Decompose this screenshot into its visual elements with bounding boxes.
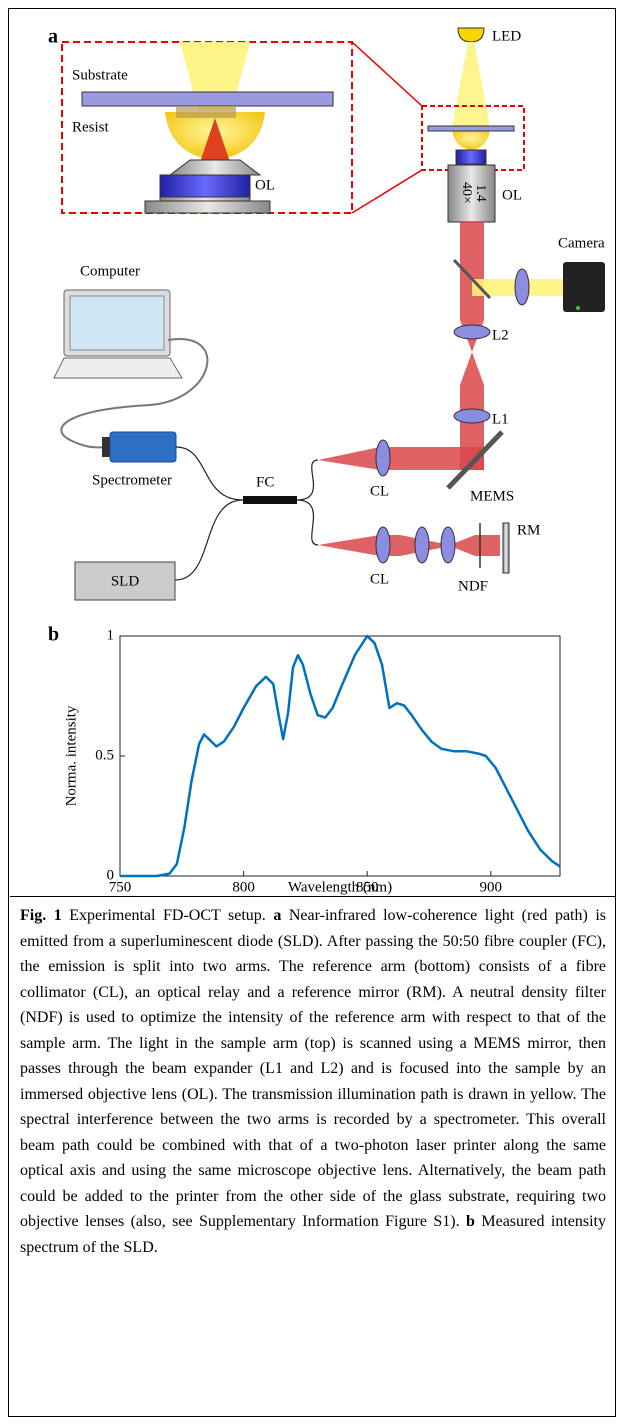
substrate bbox=[427, 125, 515, 132]
label: Spectrometer bbox=[92, 472, 172, 488]
reference-mirror bbox=[502, 522, 510, 574]
label: 40× bbox=[459, 182, 474, 204]
label: Computer bbox=[80, 263, 140, 279]
x-axis-label: Wavelength (nm) bbox=[288, 879, 392, 895]
lens bbox=[440, 526, 456, 564]
spectrum-line bbox=[120, 634, 561, 878]
plot-frame bbox=[119, 635, 561, 877]
label: L2 bbox=[492, 327, 509, 343]
label: Camera bbox=[558, 235, 605, 251]
laptop-base bbox=[53, 357, 183, 379]
spectrometer-port bbox=[102, 437, 112, 457]
lens bbox=[375, 526, 391, 564]
x-tick-label: 850 bbox=[356, 879, 379, 895]
x-tick-label: 750 bbox=[109, 879, 132, 895]
substrate bbox=[81, 91, 334, 107]
camera-led bbox=[576, 306, 580, 310]
label: L1 bbox=[492, 411, 509, 427]
lens bbox=[514, 268, 530, 306]
label: CL bbox=[370, 483, 389, 499]
zoom-line bbox=[351, 169, 423, 214]
fiber-coupler bbox=[243, 496, 297, 504]
lens bbox=[453, 324, 491, 340]
caption-panel: a bbox=[273, 907, 282, 924]
label: RM bbox=[517, 522, 540, 538]
fiber bbox=[174, 446, 319, 581]
lens bbox=[375, 439, 391, 477]
figure-label: Fig. 1 bbox=[20, 907, 62, 924]
yellow-light bbox=[452, 130, 490, 150]
label: SLD bbox=[111, 573, 140, 589]
objective-band bbox=[159, 174, 251, 198]
label: CL bbox=[370, 571, 389, 587]
sld bbox=[74, 561, 176, 601]
label: Resist bbox=[72, 119, 110, 135]
x-tick-label: 900 bbox=[480, 879, 503, 895]
resist-structure bbox=[176, 106, 236, 118]
mems-mirror bbox=[446, 430, 504, 490]
spectrometer bbox=[109, 431, 177, 463]
focus-cone bbox=[200, 118, 230, 162]
x-tick-label: 800 bbox=[232, 879, 255, 895]
label: LED bbox=[492, 28, 521, 44]
objective-band bbox=[455, 149, 487, 165]
objective-tip bbox=[168, 159, 262, 176]
figure-frame bbox=[8, 8, 616, 1417]
label: NDF bbox=[458, 578, 488, 594]
figure: a Substrate Resist OL LED 40× 1.4 OL MEM… bbox=[48, 26, 605, 895]
caption-text: Measured intensity spectrum of the SLD. bbox=[20, 1213, 607, 1256]
y-tick-label: 0.5 bbox=[95, 747, 114, 763]
label: 1.4 bbox=[473, 184, 488, 202]
red-beam bbox=[318, 535, 500, 556]
label: FC bbox=[256, 474, 274, 490]
caption-title: Experimental FD-OCT setup. bbox=[69, 907, 266, 924]
label: MEMS bbox=[470, 488, 514, 504]
label: Substrate bbox=[72, 67, 128, 83]
lens bbox=[414, 526, 430, 564]
laptop-display bbox=[69, 295, 165, 351]
red-beam bbox=[318, 447, 484, 470]
label: OL bbox=[255, 177, 275, 193]
caption: Fig. 1 Experimental FD-OCT setup. a Near… bbox=[10, 896, 616, 1260]
panel-label: b bbox=[48, 624, 59, 646]
zoom-line bbox=[351, 41, 423, 107]
label: OL bbox=[502, 187, 522, 203]
y-tick-label: 1 bbox=[107, 627, 115, 643]
objective-base bbox=[144, 200, 271, 214]
lens bbox=[453, 408, 491, 424]
camera bbox=[563, 262, 605, 312]
led bbox=[457, 27, 485, 43]
panel-label: a bbox=[48, 26, 58, 48]
red-beam bbox=[460, 222, 484, 470]
y-axis-label: Norma. intensity bbox=[63, 705, 79, 806]
y-tick-label: 0 bbox=[107, 867, 115, 883]
beam-splitter bbox=[452, 258, 492, 300]
yellow-beam bbox=[452, 42, 490, 127]
caption-text: Near-infrared low-coherence light (red p… bbox=[20, 907, 607, 1230]
caption-panel: b bbox=[466, 1213, 475, 1230]
cable bbox=[60, 338, 209, 449]
